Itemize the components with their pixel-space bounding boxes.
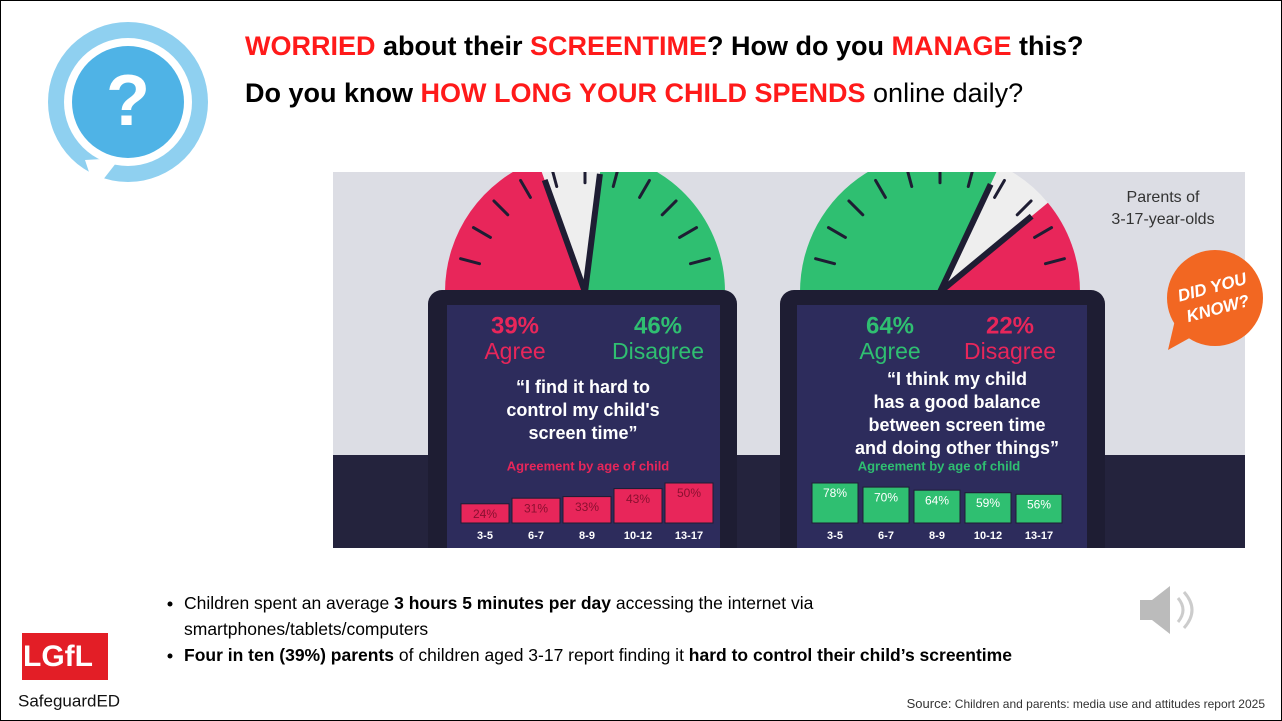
title-segment: WORRIED bbox=[245, 31, 376, 61]
title-segment: online daily? bbox=[866, 78, 1024, 108]
bullet-segment: hard to control their child’s screentime bbox=[689, 645, 1012, 665]
bar-label: 50% bbox=[677, 486, 701, 500]
bullet-line: Four in ten (39%) parents of children ag… bbox=[184, 645, 1012, 665]
title-segment: ? How do you bbox=[707, 31, 891, 61]
stat-label: Disagree bbox=[612, 338, 704, 364]
bar-label: 24% bbox=[473, 507, 497, 521]
bar-label: 64% bbox=[925, 493, 949, 507]
bullet-segment: of children aged 3-17 report finding it bbox=[394, 645, 689, 665]
logo-name: LGfL bbox=[23, 640, 93, 673]
stat-value: 22% bbox=[986, 312, 1034, 339]
bullet-segment: Four in ten (39%) parents bbox=[184, 645, 394, 665]
bullet-segment: smartphones/tablets/computers bbox=[184, 619, 428, 639]
page: {"header":{"icon":"?","lines":[ [{"text"… bbox=[0, 0, 1282, 721]
bullet-segment: accessing the internet via bbox=[611, 593, 814, 613]
stat-label: Disagree bbox=[964, 338, 1056, 364]
title-segment: HOW LONG YOUR CHILD SPENDS bbox=[421, 78, 866, 108]
age-label: 3-5 bbox=[477, 530, 493, 542]
title-line: Do you know HOW LONG YOUR CHILD SPENDS o… bbox=[245, 78, 1023, 108]
stat-value: 39% bbox=[491, 312, 539, 339]
quote-line: “I think my child bbox=[887, 369, 1027, 389]
bullet-line: Children spent an average 3 hours 5 minu… bbox=[184, 593, 814, 613]
quote-line: screen time” bbox=[528, 423, 637, 443]
title-segment: Do you know bbox=[245, 78, 421, 108]
age-label: 8-9 bbox=[579, 530, 595, 542]
source: Source: Children and parents: media use … bbox=[907, 696, 1266, 711]
quote-line: “I find it hard to bbox=[516, 377, 650, 397]
quote-line: has a good balance bbox=[873, 392, 1040, 412]
age-label: 13-17 bbox=[1025, 530, 1053, 542]
bars-subtitle: Agreement by age of child bbox=[507, 458, 670, 473]
stat-value: 46% bbox=[634, 312, 682, 339]
quote-line: between screen time bbox=[868, 415, 1045, 435]
bar-label: 78% bbox=[823, 486, 847, 500]
age-label: 10-12 bbox=[624, 530, 652, 542]
age-label: 6-7 bbox=[878, 530, 894, 542]
stat-label: Agree bbox=[859, 338, 920, 364]
quote-line: control my child's bbox=[506, 400, 659, 420]
bar-label: 56% bbox=[1027, 497, 1051, 511]
bar-label: 59% bbox=[976, 496, 1000, 510]
stat-value: 64% bbox=[866, 312, 914, 339]
bar-label: 33% bbox=[575, 500, 599, 514]
age-label: 3-5 bbox=[827, 530, 843, 542]
bullet-dot bbox=[168, 654, 173, 659]
bullet-segment: 3 hours 5 minutes per day bbox=[394, 593, 611, 613]
bullet-segment: Children spent an average bbox=[184, 593, 394, 613]
title-segment: about their bbox=[376, 31, 531, 61]
age-label: 6-7 bbox=[528, 530, 544, 542]
note-line: 3-17-year-olds bbox=[1111, 211, 1214, 228]
title-line: WORRIED about their SCREENTIME? How do y… bbox=[245, 31, 1084, 61]
stat-label: Agree bbox=[484, 338, 545, 364]
bullet-line: smartphones/tablets/computers bbox=[184, 619, 428, 639]
logo-tagline: SafeguardED bbox=[18, 691, 120, 710]
title-segment: MANAGE bbox=[892, 31, 1012, 61]
title-segment: SCREENTIME bbox=[530, 31, 707, 61]
icon-glyph: ? bbox=[106, 61, 150, 141]
bar-label: 70% bbox=[874, 490, 898, 504]
title-segment: this? bbox=[1012, 31, 1084, 61]
age-label: 13-17 bbox=[675, 530, 703, 542]
note-line: Parents of bbox=[1127, 189, 1200, 206]
bar-label: 31% bbox=[524, 501, 548, 515]
slide: ? 39%Agree46%Disagree“I find it hard toc… bbox=[0, 0, 1282, 721]
bullet-dot bbox=[168, 602, 173, 607]
quote-line: and doing other things” bbox=[855, 438, 1059, 458]
age-label: 10-12 bbox=[974, 530, 1002, 542]
bar-label: 43% bbox=[626, 492, 650, 506]
bars-subtitle: Agreement by age of child bbox=[858, 458, 1021, 473]
age-label: 8-9 bbox=[929, 530, 945, 542]
